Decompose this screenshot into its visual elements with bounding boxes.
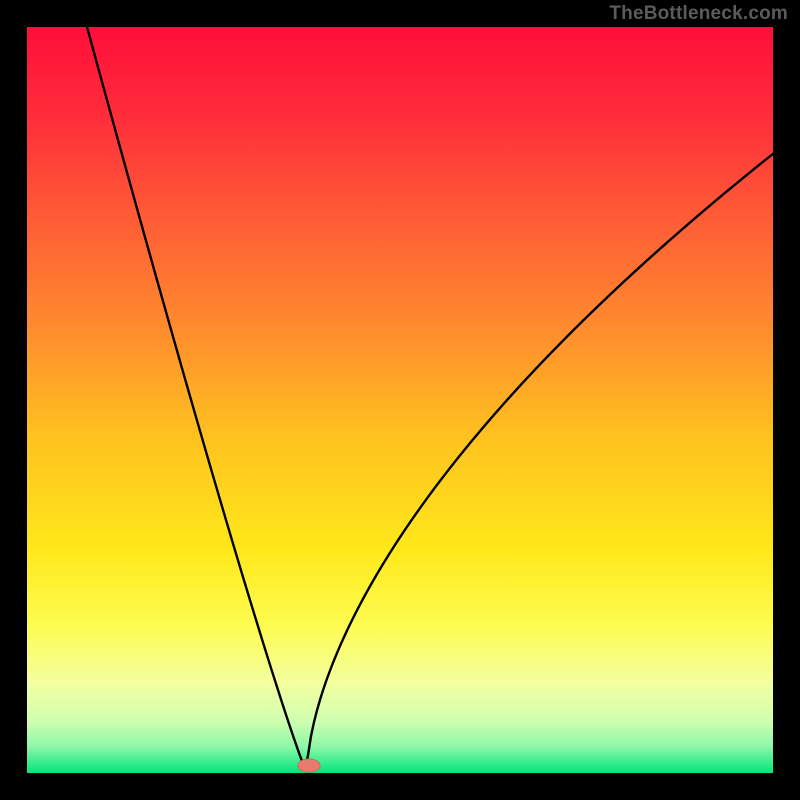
chart-plot-area [27,27,773,773]
vertex-marker [298,759,320,772]
watermark-text: TheBottleneck.com [609,3,788,25]
gradient-background [27,27,773,773]
